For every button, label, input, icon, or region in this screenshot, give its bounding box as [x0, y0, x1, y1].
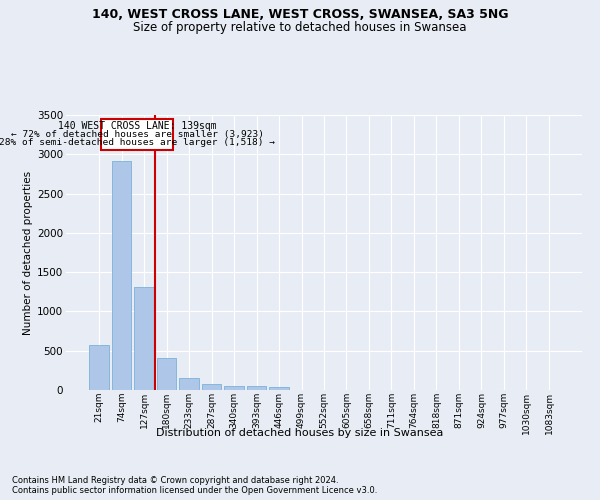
Text: Contains HM Land Registry data © Crown copyright and database right 2024.
Contai: Contains HM Land Registry data © Crown c…: [12, 476, 377, 495]
Text: 140 WEST CROSS LANE: 139sqm: 140 WEST CROSS LANE: 139sqm: [58, 120, 217, 130]
Text: ← 72% of detached houses are smaller (3,923): ← 72% of detached houses are smaller (3,…: [11, 130, 264, 138]
Text: Distribution of detached houses by size in Swansea: Distribution of detached houses by size …: [157, 428, 443, 438]
Bar: [269, 387, 289, 390]
Text: Size of property relative to detached houses in Swansea: Size of property relative to detached ho…: [133, 21, 467, 34]
Bar: [89, 345, 109, 390]
Bar: [112, 160, 131, 390]
Text: 28% of semi-detached houses are larger (1,518) →: 28% of semi-detached houses are larger (…: [0, 138, 275, 147]
Bar: [202, 384, 221, 390]
Y-axis label: Number of detached properties: Number of detached properties: [23, 170, 33, 334]
Bar: [224, 386, 244, 390]
Text: 140, WEST CROSS LANE, WEST CROSS, SWANSEA, SA3 5NG: 140, WEST CROSS LANE, WEST CROSS, SWANSE…: [92, 8, 508, 20]
Bar: [157, 358, 176, 390]
Bar: [134, 287, 154, 390]
Bar: [247, 386, 266, 390]
Bar: [179, 378, 199, 390]
FancyBboxPatch shape: [101, 119, 173, 150]
